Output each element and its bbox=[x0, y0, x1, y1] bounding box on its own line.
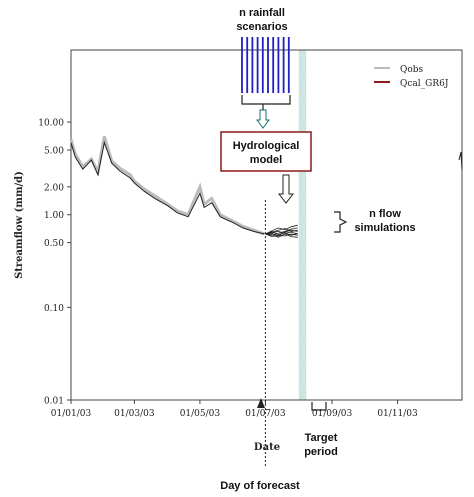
qobs-series-line bbox=[69, 135, 265, 236]
model-label-line2: model bbox=[250, 154, 282, 166]
plot-frame bbox=[70, 49, 463, 401]
y-axis-ticks: 0.01 0.10 0.50 1.00 2.00 5.00 10.00 bbox=[38, 119, 71, 407]
x-tick-label: 01/11/03 bbox=[377, 409, 418, 419]
x-tick-label: 01/05/03 bbox=[180, 409, 221, 419]
legend-qobs-label: Qobs bbox=[400, 65, 424, 75]
day-of-forecast-label: Day of forecast bbox=[220, 480, 300, 492]
target-label-line2: period bbox=[304, 446, 338, 458]
y-tick-label: 0.10 bbox=[44, 304, 64, 314]
ensemble-member-line bbox=[265, 228, 298, 235]
date-label: Date bbox=[254, 442, 280, 453]
legend-qcal-label: Qcal_GR6J bbox=[400, 79, 449, 89]
flow-label-line1: n flow bbox=[369, 208, 401, 220]
target-label-line1: Target bbox=[305, 432, 338, 444]
ensemble-member-line bbox=[265, 229, 298, 237]
forecast-ensemble bbox=[265, 224, 298, 238]
model-to-flows-arrow bbox=[277, 174, 295, 204]
target-period-bracket bbox=[311, 402, 327, 411]
rainfall-bracket bbox=[241, 95, 291, 110]
y-axis-label: Streamflow (mm/d) bbox=[14, 171, 25, 279]
right-edge-fragment bbox=[458, 151, 463, 171]
qcal-series-line bbox=[70, 140, 265, 235]
legend: Qobs Qcal_GR6J bbox=[374, 65, 449, 89]
forecast-date-arrowhead bbox=[257, 398, 265, 408]
rainfall-label-line1: n rainfall bbox=[239, 7, 285, 19]
x-axis-ticks: 01/01/03 01/03/03 01/05/03 01/07/03 01/09/03… bbox=[51, 400, 418, 419]
rainfall-scenario-bars bbox=[241, 37, 290, 93]
y-tick-label: 1.00 bbox=[44, 211, 64, 221]
target-period-band bbox=[298, 50, 307, 400]
ensemble-member-line bbox=[265, 233, 298, 238]
y-tick-label: 0.01 bbox=[44, 397, 64, 407]
flow-label-line2: simulations bbox=[354, 222, 415, 234]
ensemble-member-line bbox=[265, 227, 298, 236]
x-tick-label: 01/09/03 bbox=[312, 409, 353, 419]
target-band-stripes bbox=[301, 50, 307, 400]
y-tick-label: 5.00 bbox=[44, 146, 64, 156]
rainfall-to-model-arrow bbox=[256, 109, 270, 129]
y-tick-label: 0.50 bbox=[44, 239, 64, 249]
flow-bracket bbox=[334, 211, 348, 233]
model-label-line1: Hydrological bbox=[233, 140, 300, 152]
hydrological-model-box bbox=[220, 131, 312, 172]
y-tick-label: 2.00 bbox=[44, 183, 64, 193]
x-tick-label: 01/03/03 bbox=[114, 409, 155, 419]
y-tick-label: 10.00 bbox=[38, 119, 64, 129]
ensemble-member-line bbox=[265, 224, 298, 235]
rainfall-label-line2: scenarios bbox=[236, 21, 287, 33]
x-tick-label: 01/01/03 bbox=[51, 409, 92, 419]
